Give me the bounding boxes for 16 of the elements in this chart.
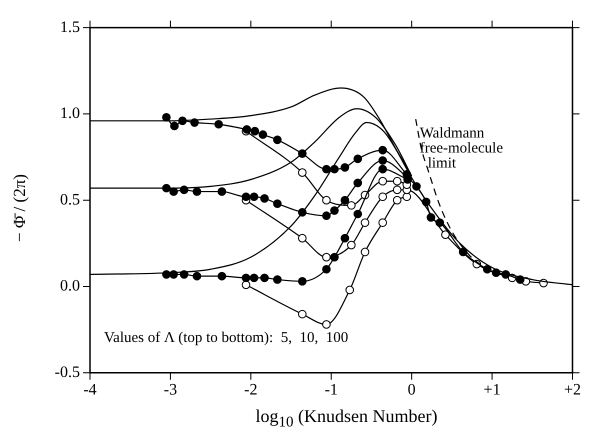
annotation: Values of Λ (top to bottom): 5, 10, 100 bbox=[104, 330, 348, 346]
x-tick-label: 0 bbox=[408, 382, 416, 399]
y-tick-label: 0.0 bbox=[60, 278, 80, 295]
annotation: Waldmann free-molecule limit bbox=[420, 125, 504, 172]
x-axis-title: log$_{10}$ (Knudsen Number) bbox=[254, 406, 438, 432]
x-tick-label: -3 bbox=[164, 382, 178, 399]
x-tick-label: +1 bbox=[484, 382, 501, 399]
y-tick-label: 1.0 bbox=[60, 105, 80, 122]
y-axis-title: − Φ̄ / (2π) bbox=[10, 174, 30, 242]
x-tick-label: -2 bbox=[244, 382, 258, 399]
x-tick-label: -1 bbox=[324, 382, 338, 399]
y-tick-label: -0.5 bbox=[54, 364, 80, 382]
y-tick-label: 0.5 bbox=[60, 191, 80, 208]
x-tick-label: +2 bbox=[564, 382, 582, 399]
y-tick-label: 1.5 bbox=[60, 18, 80, 36]
x-tick-label: -4 bbox=[83, 382, 97, 399]
